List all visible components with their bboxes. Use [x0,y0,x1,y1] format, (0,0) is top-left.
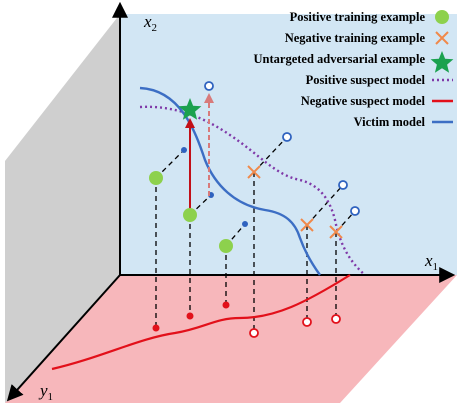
legend-negative-training: Negative training example [285,31,426,45]
y1-axis [6,274,121,402]
legend-adversarial: Untargeted adversarial example [254,52,426,66]
y1-axis-label: y1 [38,381,53,403]
x2-axis-label: x2 [143,12,157,34]
legend-positive-training-icon [435,10,449,24]
legend-positive-suspect: Positive suspect model [306,73,426,87]
legend-positive-training: Positive training example [290,10,426,24]
back-wall [120,14,457,275]
positive-suspect-curve [139,105,366,276]
negative-training-examples [247,165,343,239]
legend-adversarial-icon [430,51,454,73]
x1-axis-label: x1 [424,251,438,273]
floor-negative-suspect-curve [51,274,351,371]
legend-negative-training-icon [435,31,449,45]
wall-projection-points [181,81,360,227]
legend-victim: Victim model [354,115,426,129]
legend-negative-suspect: Negative suspect model [301,94,426,108]
legend: Positive training example Negative train… [254,10,454,129]
positive-training-examples [149,171,233,253]
adversarial-example-star [178,98,202,120]
floor-projection-points [152,301,341,338]
floor-plane [5,275,457,403]
